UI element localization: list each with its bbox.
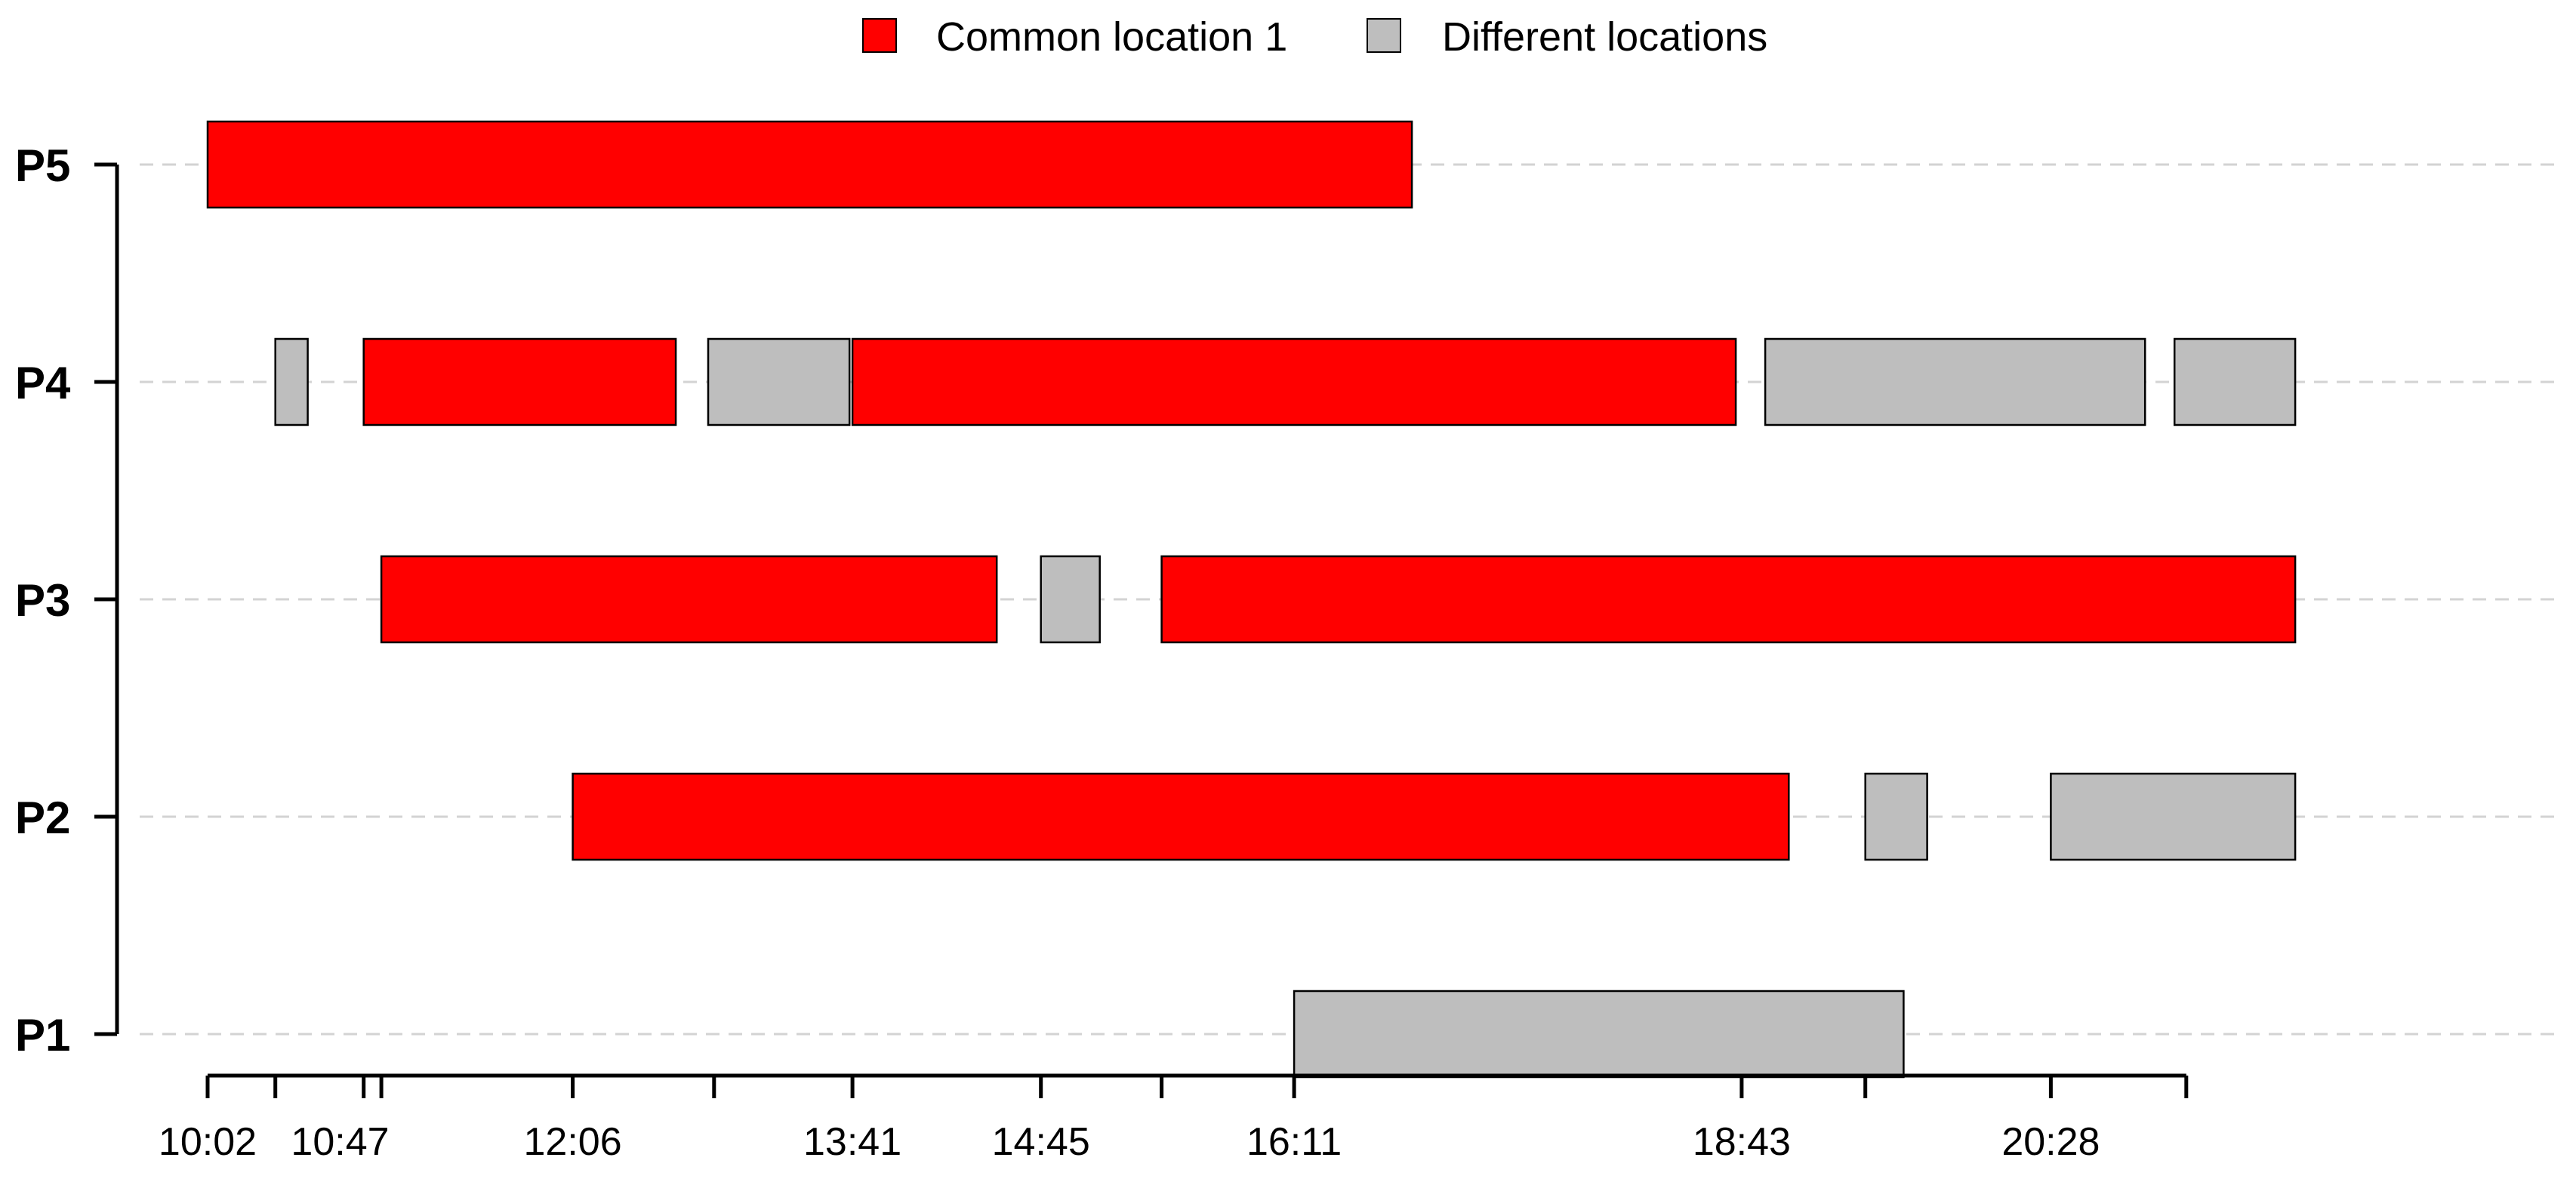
row-label-P4: P4: [15, 358, 71, 408]
y-axis: P5 P4 P3 P2 P1: [15, 140, 119, 1060]
segment-P3-10: [1160, 555, 2297, 644]
segment-P2-11: [572, 772, 1790, 861]
legend: Common location 1 Different locations: [862, 14, 1767, 60]
x-tick-label: 10:02: [159, 1120, 257, 1164]
segment-P4-7: [2173, 337, 2297, 426]
legend-label-different: Different locations: [1442, 14, 1767, 60]
legend-swatch-common: [862, 18, 897, 53]
segment-P2-12: [1864, 772, 1928, 861]
x-tick-label: 12:06: [524, 1120, 622, 1164]
x-axis: 10:02 10:47 12:06 13:41 14:45 16:11 18:43 20:28: [159, 1073, 2189, 1164]
row-label-P3: P3: [15, 575, 70, 626]
x-tick-label: 18:43: [1693, 1120, 1791, 1164]
x-tick-label: 20:28: [2001, 1120, 2100, 1164]
segment-P5-1: [206, 120, 1413, 209]
segment-P4-6: [1764, 337, 2146, 426]
segment-P3-8: [380, 555, 998, 644]
legend-swatch-different: [1367, 18, 1401, 53]
segment-P4-4: [707, 337, 851, 426]
x-tick-label: 13:41: [803, 1120, 901, 1164]
x-tick-label: 16:11: [1246, 1120, 1342, 1164]
segment-P4-3: [362, 337, 677, 426]
row-label-P1: P1: [15, 1010, 70, 1060]
row-label-P5: P5: [15, 140, 70, 191]
legend-label-common: Common location 1: [936, 14, 1287, 60]
segment-P1-14: [1293, 990, 1905, 1079]
x-tick-label: 10:47: [291, 1120, 389, 1164]
segment-P2-13: [2050, 772, 2297, 861]
segment-P4-5: [851, 337, 1737, 426]
row-label-P2: P2: [15, 793, 70, 843]
segment-P3-9: [1040, 555, 1101, 644]
segment-P4-2: [274, 337, 309, 426]
x-tick-label: 14:45: [992, 1120, 1090, 1164]
timeline-segments: [206, 120, 2297, 1079]
